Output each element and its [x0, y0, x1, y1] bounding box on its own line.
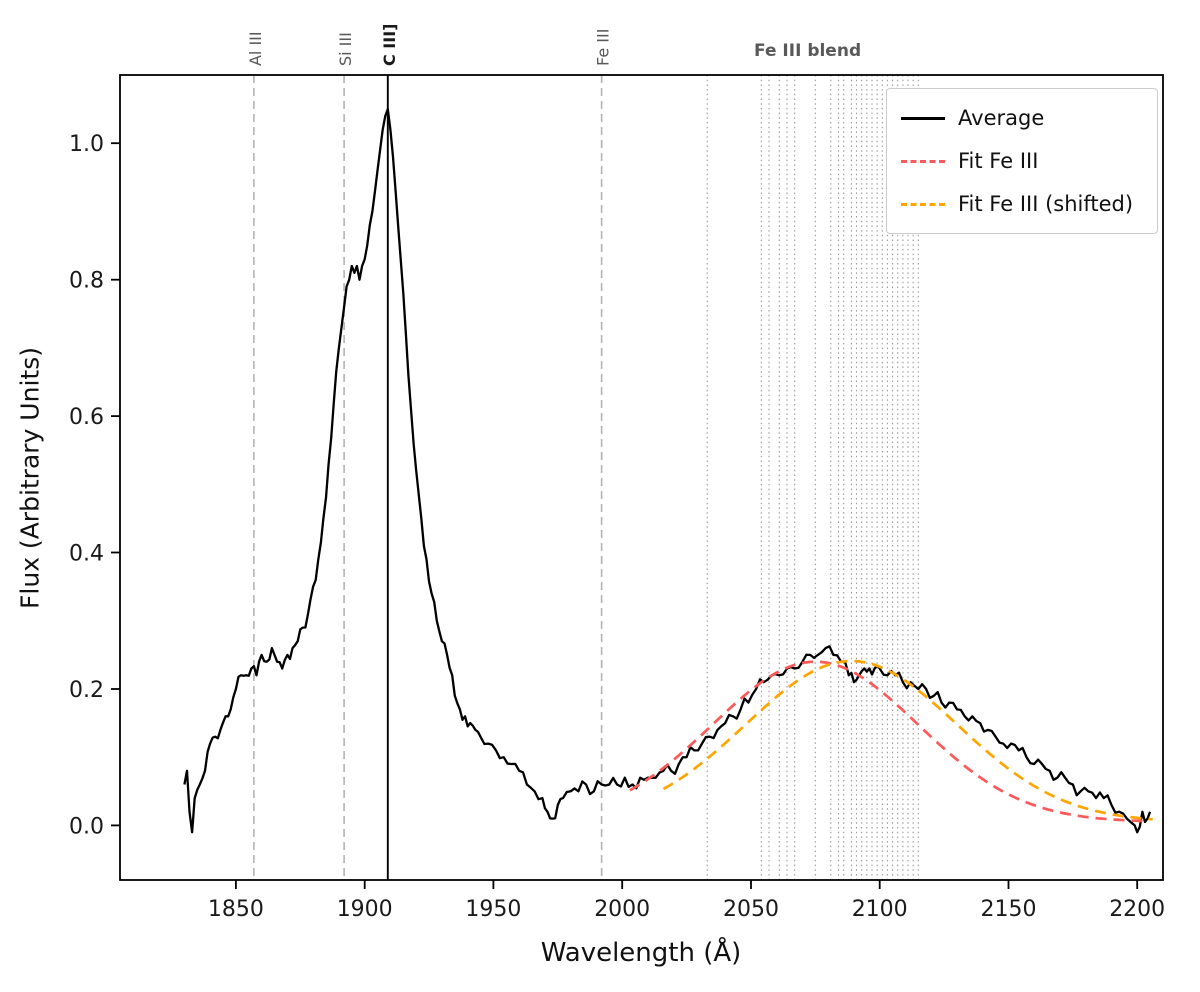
- legend-label: Fit Fe III (shifted): [958, 192, 1134, 216]
- legend-label: Average: [958, 106, 1045, 130]
- y-tick-label: 0.4: [69, 542, 104, 567]
- y-tick-label: 1.0: [69, 132, 104, 157]
- y-axis-label: Flux (Arbitrary Units): [15, 347, 45, 609]
- x-tick-label: 2000: [594, 897, 650, 922]
- x-tick-label: 2200: [1109, 897, 1165, 922]
- y-tick-label: 0.8: [69, 269, 104, 294]
- x-tick-label: 2150: [981, 897, 1037, 922]
- plot-border: [119, 74, 1164, 881]
- annotation-label-al-iii: Al III: [246, 31, 265, 66]
- series-group: [183, 107, 1153, 834]
- fit-feiii-line-sample: [901, 159, 945, 163]
- annotation-vlines: [253, 75, 919, 880]
- y-tick-label: 0.0: [69, 814, 104, 839]
- x-tick-label: 2050: [723, 897, 779, 922]
- legend-entry-fit-feiii: Fit Fe III: [901, 146, 1143, 176]
- legend-entry-average: Average: [901, 103, 1143, 133]
- x-tick-label: 1900: [337, 897, 393, 922]
- x-axis-label: Wavelength (Å): [540, 938, 742, 968]
- fit-feiii-shifted-line-sample: [901, 202, 945, 206]
- annotation-label-si-iii: Si III: [336, 32, 355, 66]
- y-tick-label: 0.6: [69, 405, 104, 430]
- series-average-line: [183, 107, 1152, 834]
- legend-entry-fit-feiii-shifted: Fit Fe III (shifted): [901, 189, 1143, 219]
- average-line-sample: [901, 116, 945, 120]
- series-fit-fe-iii-shifted-line: [662, 659, 1153, 821]
- x-tick-label: 2100: [852, 897, 908, 922]
- series-fit-fe-iii-line: [629, 660, 1146, 823]
- x-tick-label: 1850: [208, 897, 264, 922]
- legend: Average Fit Fe III Fit Fe III (shifted): [886, 88, 1158, 234]
- annotation-label-c-iii: C III]: [380, 24, 399, 66]
- y-tick-label: 0.2: [69, 678, 104, 703]
- x-tick-label: 1950: [465, 897, 521, 922]
- annotation-label-fe-iii: Fe III: [594, 29, 613, 66]
- legend-label: Fit Fe III: [958, 149, 1039, 173]
- annotation-label-fe-iii-blend: Fe III blend: [754, 41, 861, 61]
